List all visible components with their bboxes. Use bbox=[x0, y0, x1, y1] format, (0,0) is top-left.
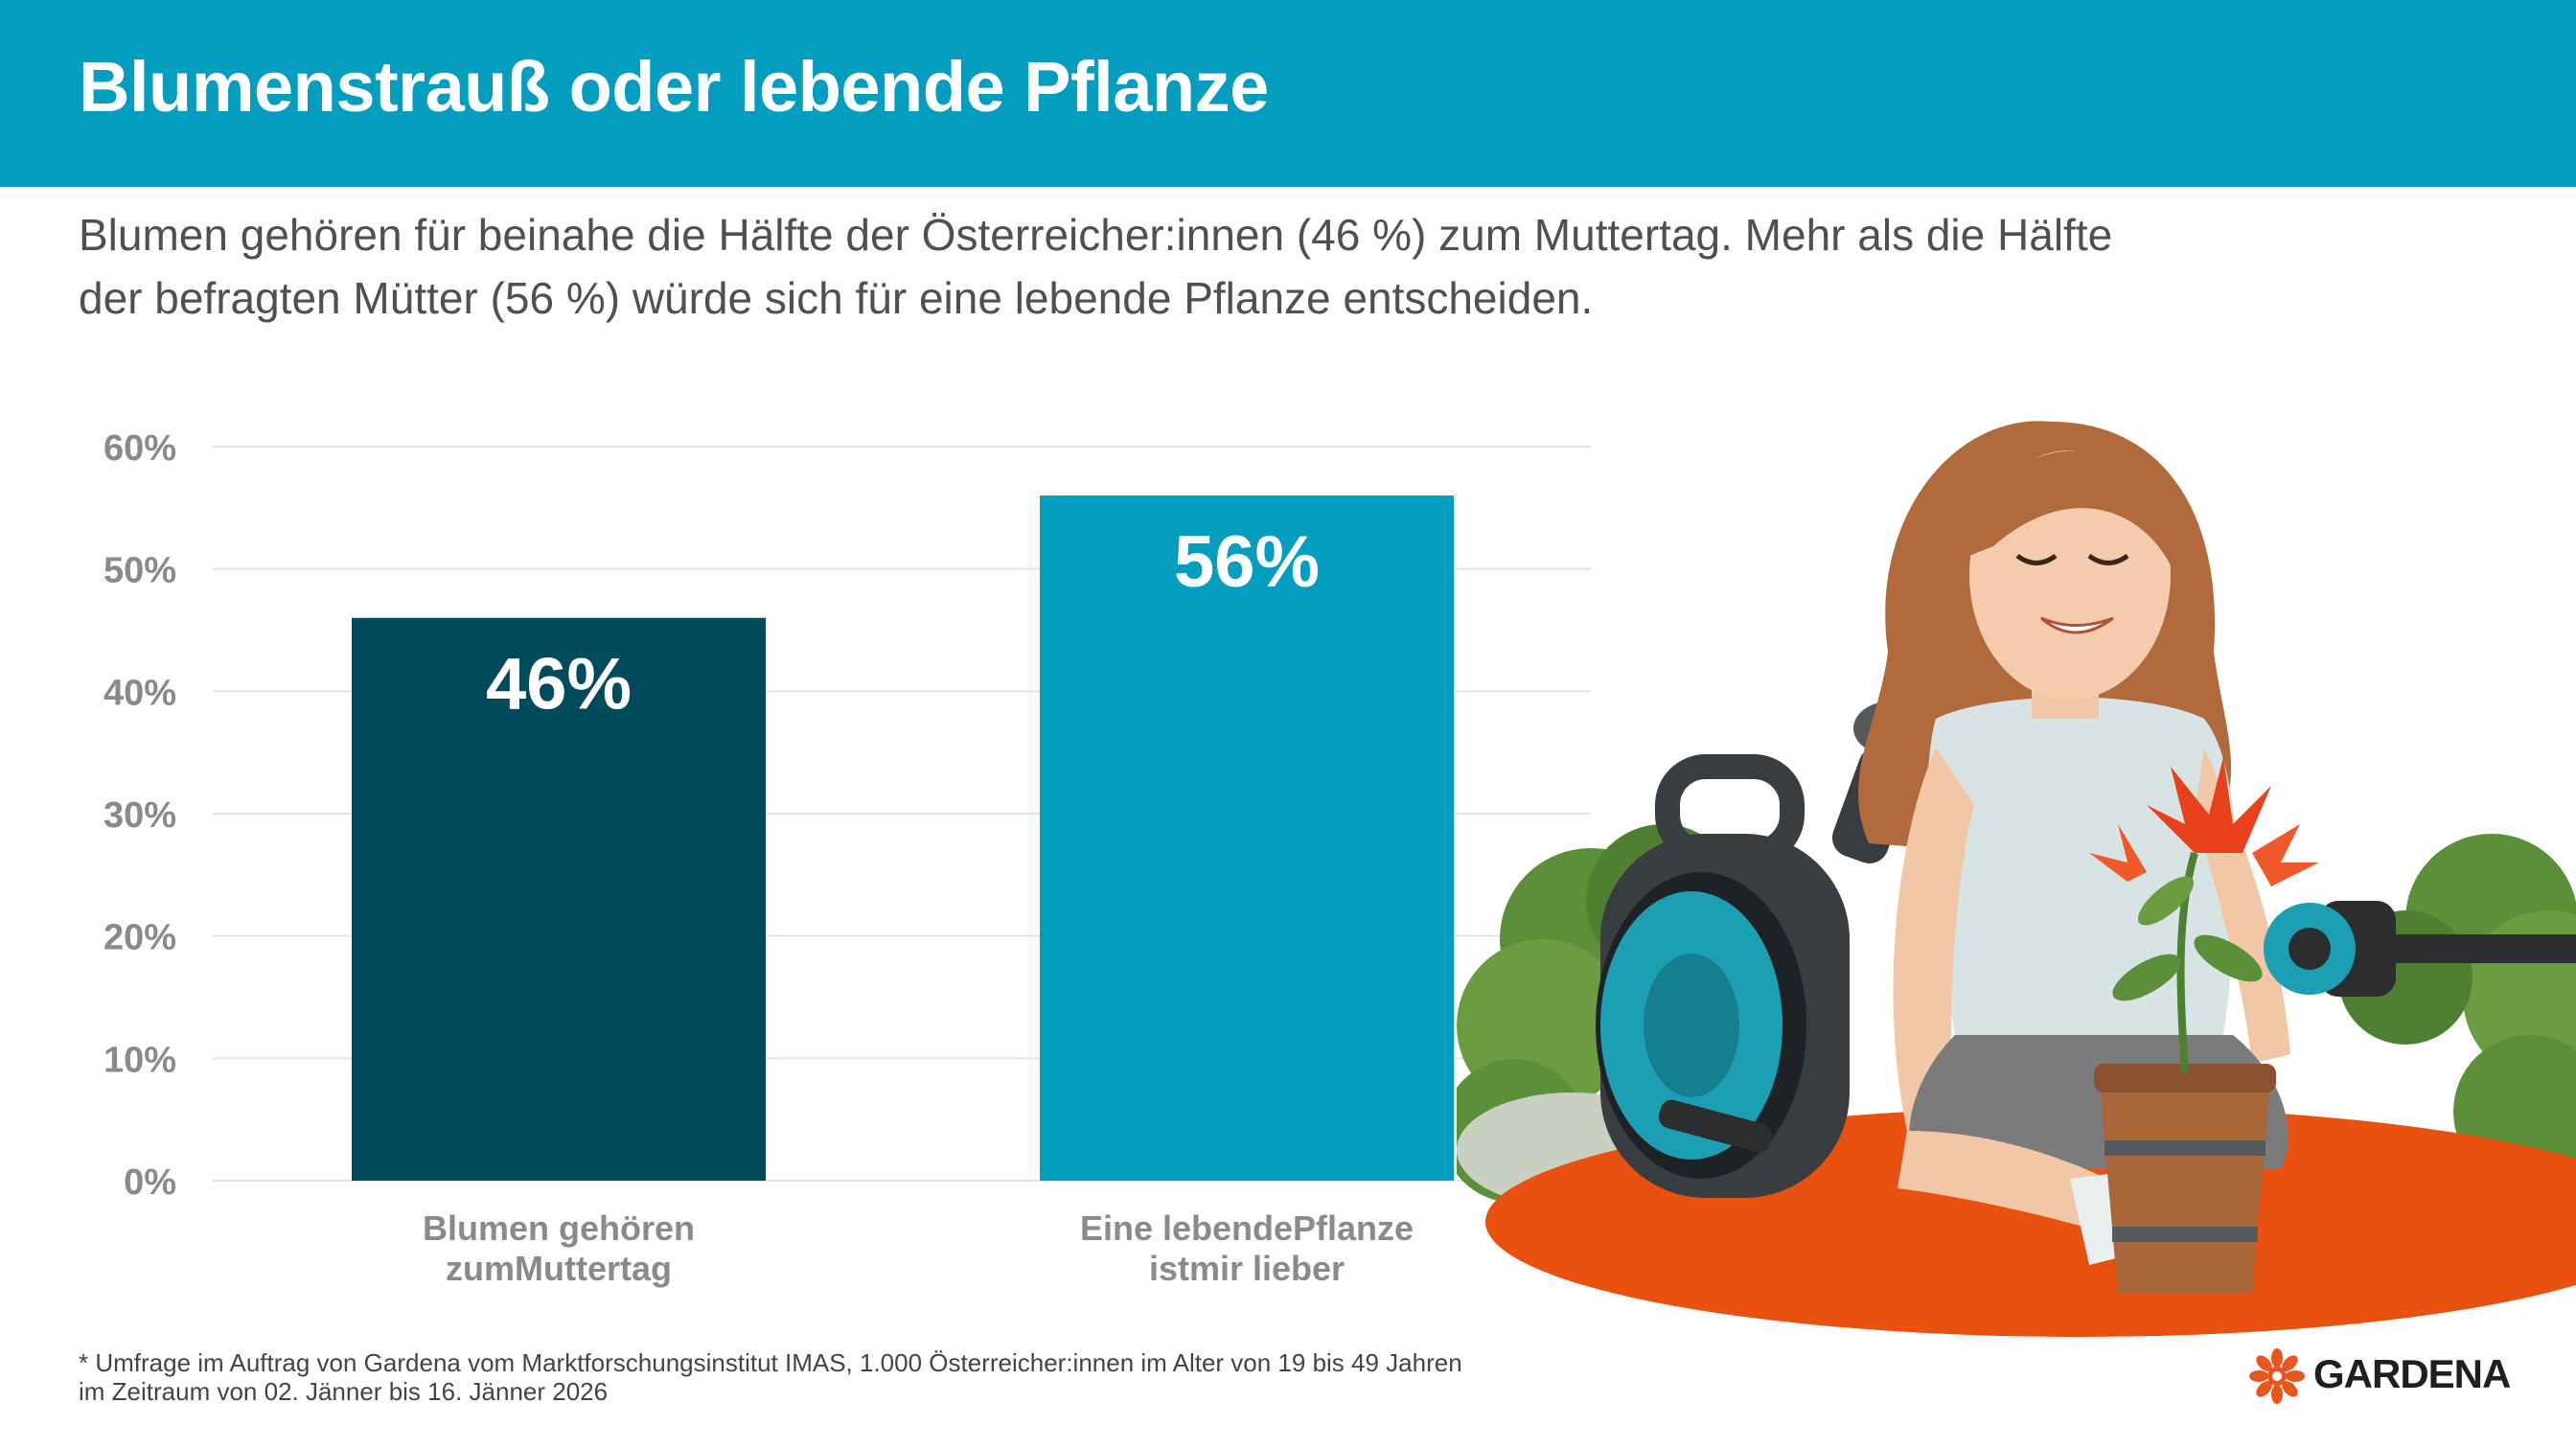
y-tick-label: 30% bbox=[104, 795, 176, 836]
logo-text: GARDENA bbox=[2313, 1351, 2511, 1396]
hose-connector bbox=[2264, 901, 2576, 997]
bar bbox=[1040, 495, 1454, 1181]
y-tick-label: 20% bbox=[104, 918, 176, 958]
x-category-label: zumMuttertag bbox=[446, 1249, 672, 1288]
page-title: Blumenstrauß oder lebende Pflanze bbox=[79, 47, 1269, 126]
plant-pot bbox=[2094, 1064, 2276, 1294]
x-category-label: Blumen gehören bbox=[423, 1208, 695, 1248]
footnote: * Umfrage im Auftrag von Gardena vom Mar… bbox=[79, 1348, 1462, 1406]
gardena-flower-icon bbox=[2249, 1348, 2305, 1404]
data-label: 46% bbox=[486, 644, 632, 725]
plant bbox=[2089, 757, 2319, 1074]
y-tick-label: 10% bbox=[104, 1040, 176, 1080]
x-category-label: istmir lieber bbox=[1149, 1249, 1345, 1288]
data-label: 56% bbox=[1174, 521, 1320, 603]
subtitle: Blumen gehören für beinahe die Hälfte de… bbox=[79, 210, 2113, 323]
x-category-label: Eine lebendePflanze bbox=[1080, 1208, 1414, 1248]
y-tick-label: 40% bbox=[104, 673, 176, 713]
hose-reel bbox=[1596, 754, 1850, 1198]
y-tick-label: 0% bbox=[124, 1162, 176, 1203]
header-banner: Blumenstrauß oder lebende Pflanze bbox=[0, 0, 2576, 187]
y-tick-label: 60% bbox=[104, 428, 176, 469]
woman-watering-plant-illustration bbox=[1457, 421, 2576, 1337]
gardena-logo: GARDENA bbox=[2248, 1344, 2511, 1409]
bar bbox=[352, 617, 766, 1181]
y-tick-label: 50% bbox=[104, 551, 176, 591]
